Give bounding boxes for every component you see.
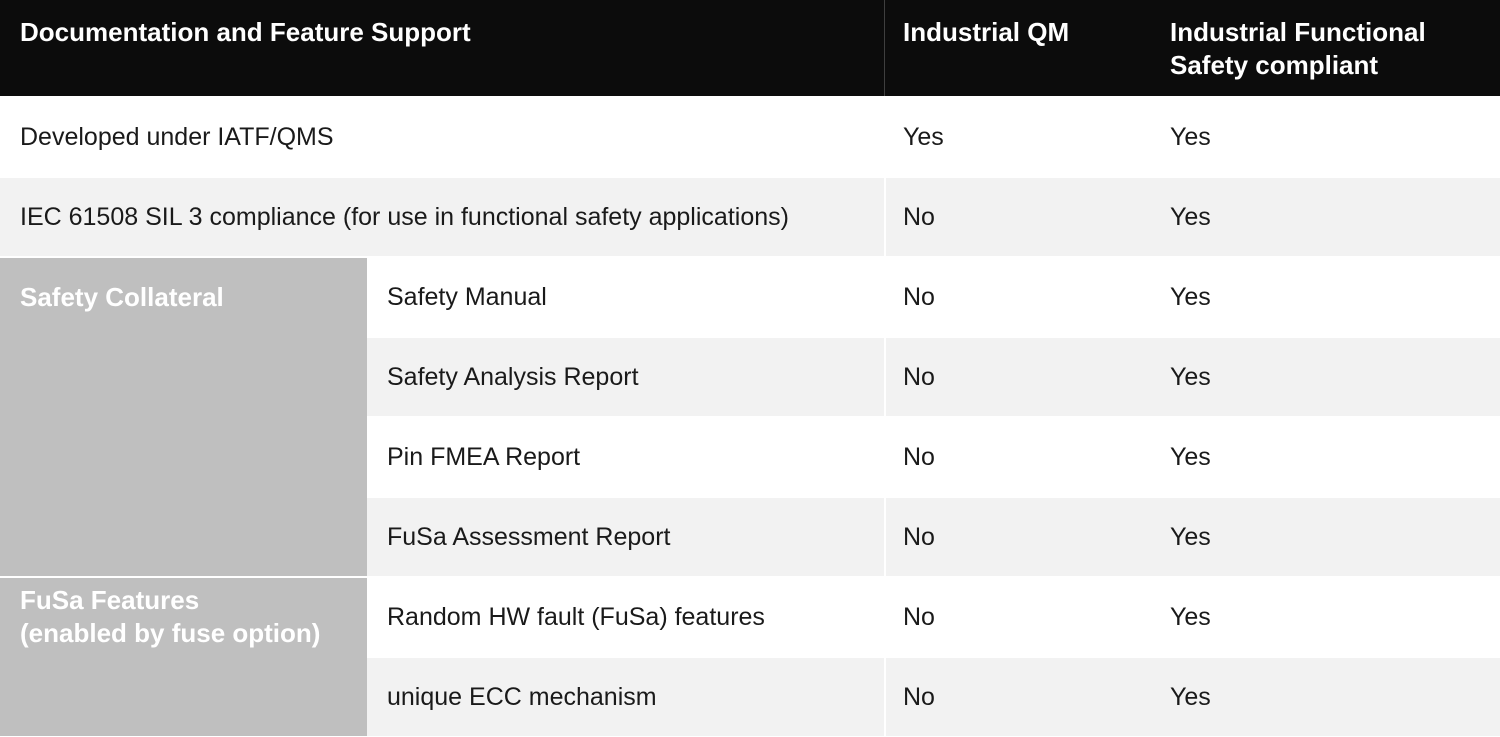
feature-cell: Safety Manual <box>367 258 884 336</box>
feature-cell: FuSa Assessment Report <box>367 498 884 576</box>
industrial-qm-value-cell: No <box>884 178 1170 256</box>
table-row: Safety Manual No Yes <box>367 258 1500 336</box>
table-row: FuSa Assessment Report No Yes <box>367 498 1500 576</box>
industrial-fusa-value-cell: Yes <box>1170 98 1500 176</box>
group-label-cell: Safety Collateral <box>0 258 367 576</box>
industrial-qm-value-cell: No <box>884 338 1170 416</box>
table-header-row: Documentation and Feature Support Indust… <box>0 0 1500 96</box>
group-label-line: FuSa Features <box>20 585 200 615</box>
industrial-qm-value-cell: Yes <box>884 98 1170 176</box>
table-group-fusa-features: FuSa Features (enabled by fuse option) R… <box>0 578 1500 736</box>
industrial-qm-value-cell: No <box>884 498 1170 576</box>
header-industrial-qm-column: Industrial QM <box>884 0 1170 96</box>
table-row: Developed under IATF/QMS Yes Yes <box>0 98 1500 176</box>
group-label-line: Safety Collateral <box>20 281 224 312</box>
group-rows: Random HW fault (FuSa) features No Yes u… <box>367 578 1500 736</box>
table-row: Random HW fault (FuSa) features No Yes <box>367 578 1500 656</box>
group-label: FuSa Features (enabled by fuse option) <box>20 578 367 656</box>
group-label-line: (enabled by fuse option) <box>20 618 321 648</box>
header-industrial-fusa-column: Industrial Functional Safety compliant <box>1170 17 1426 80</box>
feature-cell: Pin FMEA Report <box>367 418 884 496</box>
industrial-qm-value-cell: No <box>884 418 1170 496</box>
header-feature-column: Documentation and Feature Support <box>20 17 471 47</box>
group-label-cell: FuSa Features (enabled by fuse option) <box>0 578 367 736</box>
industrial-fusa-value-cell: Yes <box>1170 498 1500 576</box>
industrial-fusa-value-cell: Yes <box>1170 658 1500 736</box>
industrial-fusa-value-cell: Yes <box>1170 418 1500 496</box>
feature-cell: Safety Analysis Report <box>367 338 884 416</box>
table-group-safety-collateral: Safety Collateral Safety Manual No Yes S… <box>0 258 1500 576</box>
group-label: Safety Collateral <box>20 258 367 336</box>
feature-cell: Random HW fault (FuSa) features <box>367 578 884 656</box>
industrial-qm-value-cell: No <box>884 258 1170 336</box>
feature-cell: Developed under IATF/QMS <box>0 98 884 176</box>
industrial-fusa-value-cell: Yes <box>1170 258 1500 336</box>
group-rows: Safety Manual No Yes Safety Analysis Rep… <box>367 258 1500 576</box>
feature-cell: unique ECC mechanism <box>367 658 884 736</box>
table-row: Safety Analysis Report No Yes <box>367 338 1500 416</box>
industrial-fusa-value-cell: Yes <box>1170 338 1500 416</box>
feature-cell: IEC 61508 SIL 3 compliance (for use in f… <box>0 178 884 256</box>
industrial-qm-value-cell: No <box>884 658 1170 736</box>
table-row: IEC 61508 SIL 3 compliance (for use in f… <box>0 178 1500 256</box>
industrial-fusa-value-cell: Yes <box>1170 578 1500 656</box>
table-row: unique ECC mechanism No Yes <box>367 658 1500 736</box>
table-row: Pin FMEA Report No Yes <box>367 418 1500 496</box>
industrial-fusa-value-cell: Yes <box>1170 178 1500 256</box>
industrial-qm-value-cell: No <box>884 578 1170 656</box>
